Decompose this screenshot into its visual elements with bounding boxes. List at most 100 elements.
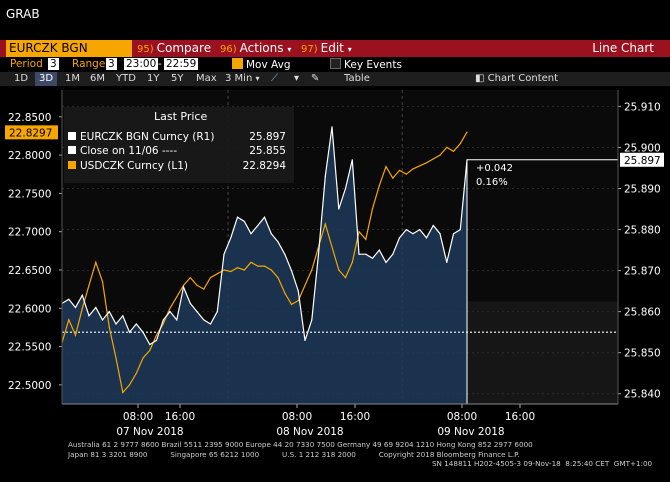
usdczk-point (270, 269, 272, 271)
usdczk-point (189, 277, 191, 279)
left-last-label: 22.8297 (9, 127, 52, 139)
chart-content-button[interactable]: ◧ Chart Content (475, 73, 559, 84)
chart-content-icon: ◧ (475, 73, 485, 84)
right-tick-label: 25.850 (624, 348, 661, 360)
usdczk-point (439, 154, 441, 156)
range-1m[interactable]: 1M (65, 73, 80, 84)
usdczk-point (290, 303, 293, 305)
table-button[interactable]: Table (344, 73, 370, 84)
eurczk-point (425, 237, 428, 239)
eurczk-point (236, 216, 239, 218)
end-time-field[interactable]: 22:59 (164, 58, 199, 70)
interval-select[interactable]: 3 Min ▾ (225, 73, 260, 84)
usdczk-point (324, 223, 326, 225)
usdczk-point (216, 273, 218, 275)
eurczk-point (317, 253, 320, 255)
eurczk-point (216, 311, 218, 313)
usdczk-point (365, 238, 367, 240)
usdczk-point (203, 288, 205, 290)
usdczk-point (398, 169, 401, 171)
eurczk-point (122, 315, 124, 317)
mov-avg-toggle[interactable]: Mov Avg (232, 58, 290, 71)
range-field[interactable]: 3 (106, 58, 117, 70)
eurczk-point (392, 253, 394, 255)
eurczk-point (115, 323, 117, 325)
usdczk-point (74, 334, 77, 336)
range-max[interactable]: Max (196, 73, 217, 84)
footer-contacts: Australia 61 2 9777 8600 Brazil 5511 239… (68, 440, 533, 459)
eurczk-point (385, 261, 387, 263)
legend-swatch-icon (68, 146, 76, 154)
right-tick-label: 25.870 (624, 266, 661, 278)
legend-row-usdczk: USDCZK Curncy (L1) 22.8294 (68, 160, 292, 173)
usdczk-point (371, 208, 374, 210)
range-6m[interactable]: 6M (90, 73, 105, 84)
usdczk-point (115, 357, 117, 359)
usdczk-point (446, 146, 448, 148)
usdczk-point (344, 277, 347, 279)
range-1y[interactable]: 1Y (147, 73, 160, 84)
usdczk-point (378, 185, 380, 187)
chart-legend: Last Price EURCZK BGN Curncy (R1) 25.897 … (64, 107, 294, 183)
right-tick-label: 25.890 (624, 184, 661, 196)
draw-tool-icon[interactable]: ✎ (311, 73, 320, 84)
left-tick-label: 22.6500 (8, 265, 51, 277)
usdczk-point (392, 177, 394, 179)
actions-label: Actions (239, 41, 284, 55)
edit-menu[interactable]: 97) Edit ▾ (301, 40, 352, 57)
eurczk-point (189, 302, 191, 304)
eurczk-point (203, 319, 205, 321)
eurczk-point (88, 315, 90, 317)
eurczk-point (297, 290, 299, 292)
eurczk-point (250, 233, 252, 235)
legend-swatch-icon (68, 161, 76, 169)
eurczk-point (331, 126, 333, 128)
range-label: Range (72, 58, 106, 70)
start-time-field[interactable]: 23:00 (124, 58, 159, 70)
range-3d[interactable]: 3D (35, 72, 58, 86)
legend-row-close: Close on 11/06 ---- 25.855 (68, 145, 292, 158)
date-label: 07 Nov 2018 (116, 426, 183, 438)
compare-menu[interactable]: 95) Compare (137, 40, 211, 57)
eurczk-point (223, 253, 225, 255)
usdczk-point (338, 269, 340, 271)
usdczk-point (297, 300, 299, 302)
x-tick-label: 16:00 (165, 411, 195, 423)
eurczk-point (277, 241, 279, 243)
range-1d[interactable]: 1D (14, 73, 29, 84)
usdczk-point (311, 269, 313, 271)
eurczk-point (432, 224, 434, 227)
eurczk-point (142, 331, 144, 333)
usdczk-point (196, 284, 198, 286)
footer-session: SN 148811 H202-4505-3 09-Nov-18 8:25:40 … (432, 459, 653, 468)
usdczk-point (284, 292, 286, 294)
usdczk-point (81, 307, 83, 309)
actions-number: 96) (220, 44, 237, 55)
eurczk-point (230, 237, 232, 239)
usdczk-point (135, 372, 137, 374)
usdczk-point (223, 269, 225, 271)
period-field[interactable]: 3 (48, 58, 59, 70)
actions-menu[interactable]: 96) Actions ▾ (220, 40, 291, 57)
left-tick-label: 22.6000 (8, 303, 51, 315)
usdczk-point (128, 384, 131, 386)
eurczk-point (257, 224, 259, 227)
eurczk-point (446, 261, 448, 263)
ticker-field[interactable]: EURCZK BGN Curncy (6, 40, 132, 72)
eurczk-point (459, 229, 461, 231)
usdczk-point (209, 277, 212, 279)
eurczk-point (378, 249, 380, 251)
key-events-toggle[interactable]: Key Events (330, 58, 402, 71)
x-tick-label: 08:00 (282, 411, 312, 423)
range-ytd[interactable]: YTD (116, 73, 136, 84)
range-5y[interactable]: 5Y (171, 73, 184, 84)
eurczk-point (452, 233, 455, 235)
usdczk-point (304, 284, 306, 286)
range-toolbar (0, 72, 670, 86)
usdczk-point (452, 150, 455, 152)
line-style-dropdown-icon[interactable]: ▾ (294, 73, 300, 84)
usdczk-point (257, 265, 259, 267)
line-chart-icon[interactable]: ⟋ (271, 73, 278, 84)
usdczk-point (162, 323, 164, 325)
usdczk-point (68, 319, 70, 321)
